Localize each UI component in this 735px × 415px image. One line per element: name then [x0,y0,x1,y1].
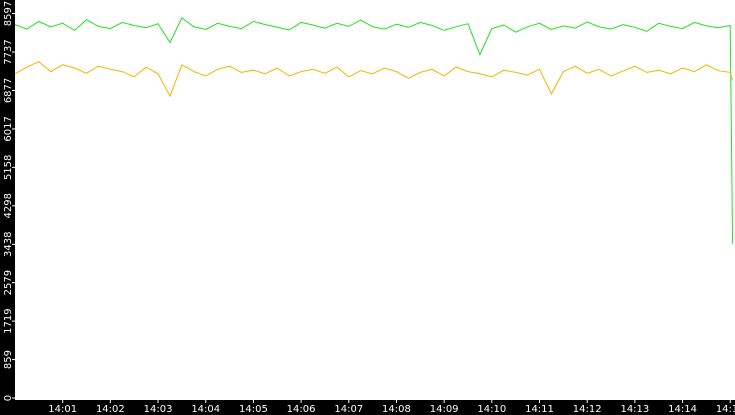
x-tick-label: 14:03 [144,404,173,415]
x-tick-label: 14:14 [668,404,697,415]
x-tick-label: 14:12 [573,404,602,415]
y-axis-band [0,0,15,415]
x-tick-label: 14:13 [620,404,649,415]
y-tick-label: 1719 [3,308,14,333]
y-tick-label: 6877 [3,78,14,103]
y-tick-label: 859 [3,350,14,369]
y-tick-label: 5158 [3,155,14,180]
x-tick-label: 14:09 [430,404,459,415]
x-tick-label: 14:10 [477,404,506,415]
x-tick-label: 14:07 [334,404,363,415]
y-tick-label: 8597 [3,1,14,26]
series-line [14,61,734,98]
y-tick-label: 4298 [3,193,14,218]
x-tick-label: 14:05 [239,404,268,415]
x-tick-label: 14:02 [96,404,125,415]
y-tick-label: 7737 [3,39,14,64]
x-tick-label: 14:11 [525,404,554,415]
x-axis-band [0,400,735,415]
y-tick-label: 3438 [3,232,14,257]
y-tick-label: 0 [3,395,14,401]
y-tick-label: 6017 [3,116,14,141]
series-line [14,17,734,244]
x-tick-label: 14:04 [191,404,220,415]
y-tick-label: 2579 [3,270,14,295]
x-tick-label: 14:01 [48,404,77,415]
x-tick-label: 14:06 [287,404,316,415]
x-tick-label: 14:08 [382,404,411,415]
x-tick-label: 14:15 [716,404,735,415]
